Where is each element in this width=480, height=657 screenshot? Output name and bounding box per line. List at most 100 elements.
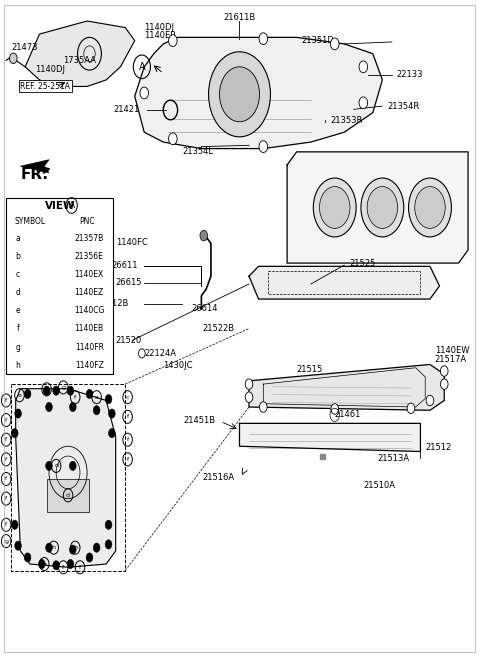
Text: 21522B: 21522B xyxy=(203,324,235,333)
Circle shape xyxy=(259,33,267,45)
Circle shape xyxy=(15,541,22,551)
Circle shape xyxy=(330,38,339,50)
Text: f: f xyxy=(5,476,7,482)
Text: 1140EZ: 1140EZ xyxy=(74,288,104,297)
Circle shape xyxy=(259,141,267,152)
Circle shape xyxy=(367,187,397,229)
Text: 21517A: 21517A xyxy=(435,355,467,364)
Circle shape xyxy=(245,379,253,390)
Text: 21353R: 21353R xyxy=(330,116,362,125)
Polygon shape xyxy=(249,365,444,410)
Circle shape xyxy=(38,560,45,568)
Circle shape xyxy=(168,35,177,47)
Text: 21473: 21473 xyxy=(11,43,37,52)
Circle shape xyxy=(245,392,253,403)
Text: e: e xyxy=(16,306,21,315)
Circle shape xyxy=(10,53,17,64)
Text: REF. 25-251A: REF. 25-251A xyxy=(21,82,71,91)
Circle shape xyxy=(219,67,260,122)
Text: VIEW: VIEW xyxy=(45,200,75,210)
FancyBboxPatch shape xyxy=(6,198,113,374)
Circle shape xyxy=(67,560,74,568)
Text: h: h xyxy=(73,545,77,550)
Text: 21512: 21512 xyxy=(425,443,452,452)
Text: 21611B: 21611B xyxy=(223,13,256,22)
Circle shape xyxy=(70,403,76,411)
Circle shape xyxy=(105,540,112,549)
Circle shape xyxy=(331,404,338,414)
Circle shape xyxy=(108,409,115,418)
Text: b: b xyxy=(16,252,21,261)
Circle shape xyxy=(426,396,434,406)
Text: 1140EP: 1140EP xyxy=(144,31,176,40)
Text: f: f xyxy=(79,565,81,570)
Text: h: h xyxy=(52,545,56,550)
Circle shape xyxy=(313,178,356,237)
Text: f: f xyxy=(17,325,20,333)
Circle shape xyxy=(415,187,445,229)
Text: h: h xyxy=(16,361,21,370)
Text: 21451B: 21451B xyxy=(183,416,216,424)
Circle shape xyxy=(53,386,60,396)
Circle shape xyxy=(105,395,112,404)
Polygon shape xyxy=(16,389,116,567)
Circle shape xyxy=(67,386,74,396)
Text: SYMBOL: SYMBOL xyxy=(14,217,46,227)
Circle shape xyxy=(46,403,52,411)
Text: f: f xyxy=(5,437,7,442)
Polygon shape xyxy=(21,160,49,173)
Text: 21510A: 21510A xyxy=(363,481,396,490)
Text: 1140FZ: 1140FZ xyxy=(75,361,104,370)
Text: 1735AA: 1735AA xyxy=(63,57,96,66)
Circle shape xyxy=(441,379,448,390)
Circle shape xyxy=(93,543,100,553)
Text: 1140CG: 1140CG xyxy=(74,306,105,315)
Circle shape xyxy=(105,520,112,530)
Text: f: f xyxy=(5,522,7,528)
Text: 1140EX: 1140EX xyxy=(74,270,104,279)
Circle shape xyxy=(12,428,18,438)
Text: f: f xyxy=(5,496,7,501)
Circle shape xyxy=(140,87,148,99)
Text: 21515: 21515 xyxy=(297,365,323,374)
Text: 21351D: 21351D xyxy=(301,36,334,45)
Text: d: d xyxy=(66,493,70,498)
Text: d: d xyxy=(16,288,21,297)
Polygon shape xyxy=(25,21,135,87)
Polygon shape xyxy=(287,152,468,263)
Text: 1140DJ: 1140DJ xyxy=(144,23,174,32)
Circle shape xyxy=(359,97,368,108)
Circle shape xyxy=(361,178,404,237)
Circle shape xyxy=(320,187,350,229)
Text: 21356E: 21356E xyxy=(75,252,104,261)
Circle shape xyxy=(408,178,451,237)
Text: A: A xyxy=(69,201,75,210)
Circle shape xyxy=(139,349,145,358)
Circle shape xyxy=(70,545,76,555)
Circle shape xyxy=(168,133,177,145)
Polygon shape xyxy=(240,423,420,451)
Text: 21357B: 21357B xyxy=(74,234,104,242)
Text: 21421: 21421 xyxy=(113,106,140,114)
Circle shape xyxy=(46,543,52,553)
Text: f: f xyxy=(127,457,129,462)
Circle shape xyxy=(24,553,31,562)
Circle shape xyxy=(86,553,93,562)
Text: 1140FC: 1140FC xyxy=(116,238,147,246)
Text: c: c xyxy=(16,270,20,279)
Text: f: f xyxy=(5,418,7,422)
Polygon shape xyxy=(135,37,383,148)
Polygon shape xyxy=(321,454,325,459)
Text: FR.: FR. xyxy=(21,168,48,182)
Text: 26611: 26611 xyxy=(111,261,137,270)
Text: 1140DJ: 1140DJ xyxy=(35,65,65,74)
Text: f: f xyxy=(127,415,129,419)
Circle shape xyxy=(86,390,93,399)
Text: b: b xyxy=(45,387,48,392)
Circle shape xyxy=(407,403,415,413)
Text: f: f xyxy=(5,457,7,462)
Circle shape xyxy=(260,402,267,412)
Text: 26614: 26614 xyxy=(192,304,218,313)
Circle shape xyxy=(108,428,115,438)
Circle shape xyxy=(46,461,52,470)
